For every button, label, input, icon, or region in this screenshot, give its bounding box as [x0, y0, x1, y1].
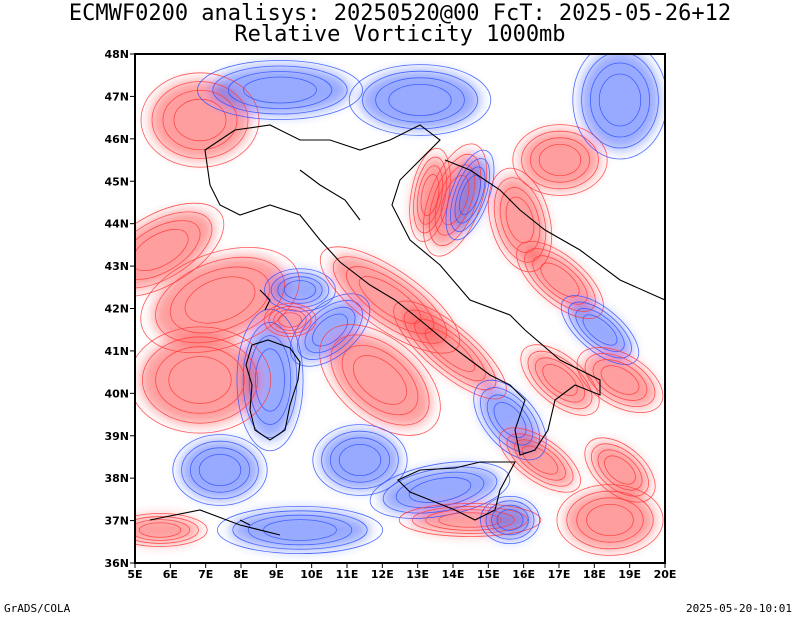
lon-tick-label: 15E: [477, 568, 500, 581]
lon-tick-label: 14E: [442, 568, 465, 581]
lat-tick-label: 36N: [104, 557, 129, 570]
lon-tick-label: 6E: [163, 568, 178, 581]
timestamp-label: 2025-05-20-10:01: [686, 602, 792, 615]
lat-tick-label: 45N: [104, 175, 129, 188]
lat-tick-label: 43N: [104, 260, 129, 273]
coastline-path: [259, 289, 271, 311]
credit-label: GrADS/COLA: [4, 602, 71, 615]
lon-tick-label: 11E: [336, 568, 359, 581]
lon-tick-label: 5E: [127, 568, 142, 581]
lat-tick-label: 41N: [104, 345, 129, 358]
lon-tick-label: 20E: [654, 568, 677, 581]
lat-tick-label: 46N: [104, 133, 129, 146]
vorticity-contour-lines: [135, 54, 665, 556]
lat-tick-label: 42N: [104, 303, 129, 316]
longitude-ticks: 5E 6E 7E 8E 9E 10E 11E 12E 13E 14E 15E 16E 17E 18E 19E…: [127, 563, 676, 581]
coastlines: [149, 124, 665, 536]
coastline-path: [239, 519, 251, 526]
lat-tick-label: 47N: [104, 90, 129, 103]
lat-tick-label: 48N: [104, 48, 129, 61]
coastline-path: [299, 169, 361, 221]
lon-tick-label: 18E: [583, 568, 606, 581]
coastline-path: [444, 159, 665, 301]
chart-subtitle: Relative Vorticity 1000mb: [234, 22, 566, 47]
chart-title: ECMWF0200 analisys: 20250520@00 FcT: 202…: [68, 1, 732, 26]
lon-tick-label: 16E: [512, 568, 535, 581]
lon-tick-label: 9E: [269, 568, 284, 581]
coastline-path: [245, 339, 301, 441]
lat-tick-label: 38N: [104, 472, 129, 485]
lon-tick-label: 17E: [548, 568, 571, 581]
lon-tick-label: 10E: [300, 568, 323, 581]
lat-tick-label: 37N: [104, 515, 129, 528]
lon-tick-label: 7E: [198, 568, 213, 581]
lon-tick-label: 8E: [233, 568, 248, 581]
coastline-path: [204, 124, 601, 456]
lat-tick-label: 39N: [104, 430, 129, 443]
vorticity-contour-fields: [135, 54, 660, 550]
map-plot-area: [135, 54, 665, 563]
lon-tick-label: 12E: [371, 568, 394, 581]
lat-tick-label: 40N: [104, 387, 129, 400]
lat-tick-label: 44N: [104, 218, 129, 231]
lon-tick-label: 19E: [618, 568, 641, 581]
latitude-ticks: 36N 37N 38N 39N 40N 41N 42N 43N 44N 45N 46N 47N 48N: [104, 48, 135, 570]
lon-tick-label: 13E: [406, 568, 429, 581]
coastline-path: [149, 509, 281, 536]
coastline-path: [397, 461, 516, 521]
